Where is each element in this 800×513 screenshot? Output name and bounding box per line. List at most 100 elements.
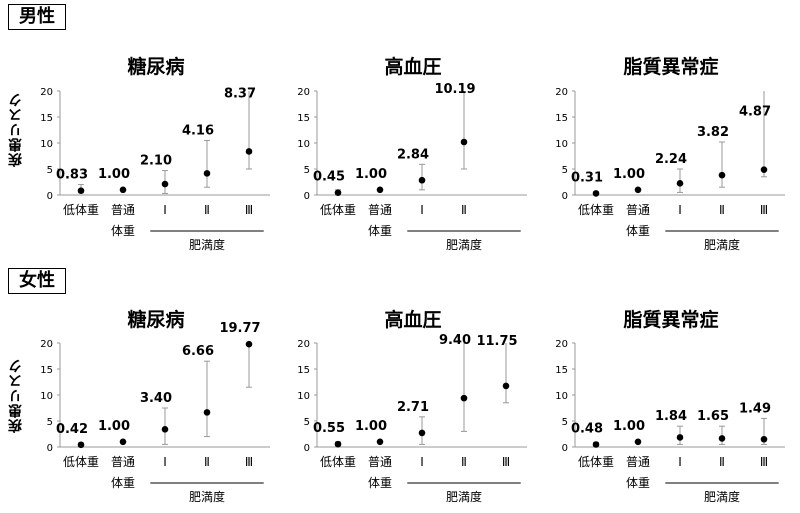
y-tick-label: 10	[297, 391, 310, 402]
y-tick-label: 0	[47, 191, 53, 202]
data-label: 2.10	[140, 154, 172, 169]
data-point	[502, 382, 510, 390]
x-tick-label: Ⅲ	[245, 203, 253, 217]
group-label: 肥満度	[704, 237, 740, 252]
x-tick-label: 低体重	[63, 455, 99, 469]
x-tick-label: 普通	[626, 203, 650, 217]
panel-title-male-diabetes: 糖尿病	[127, 56, 185, 78]
data-label: 2.84	[397, 147, 429, 162]
data-point	[760, 166, 768, 173]
x-tick-label: Ⅰ	[678, 455, 682, 469]
data-point	[203, 170, 211, 177]
y-tick-label: 0	[304, 191, 310, 202]
data-point	[718, 171, 726, 179]
data-point	[460, 138, 468, 146]
data-point	[334, 189, 342, 196]
data-point	[592, 441, 600, 448]
y-tick-label: 10	[40, 139, 53, 150]
x-tick-label: Ⅲ	[760, 455, 768, 469]
group-label: 肥満度	[704, 489, 740, 504]
x-tick-label: Ⅱ	[719, 455, 725, 469]
y-tick-label: 10	[555, 391, 568, 402]
data-point	[634, 438, 642, 446]
data-label: 0.45	[313, 170, 345, 185]
data-label: 1.00	[355, 167, 387, 182]
data-point	[77, 187, 85, 194]
y-tick-label: 5	[562, 417, 568, 428]
section-label-male: 男性	[8, 4, 66, 30]
group-label: 肥満度	[446, 237, 482, 252]
panel-title-female-dyslipidemia: 脂質異常症	[623, 309, 719, 331]
data-label: 1.84	[655, 409, 687, 424]
x-tick-label: 低体重	[578, 203, 614, 217]
data-label: 8.37	[224, 86, 256, 101]
x-tick-label: 普通	[626, 455, 650, 469]
data-label: 0.48	[571, 422, 603, 437]
data-point	[376, 186, 384, 194]
x-tick-label: Ⅱ	[461, 203, 467, 217]
y-tick-label: 0	[47, 443, 53, 454]
y-tick-label: 0	[304, 443, 310, 454]
group-label: 肥満度	[189, 489, 225, 504]
x-tick-label: 普通	[368, 455, 392, 469]
y-tick-label: 20	[297, 339, 310, 350]
data-point	[418, 429, 426, 437]
data-label: 19.77	[219, 321, 260, 336]
x-tick-label: 体重	[626, 476, 650, 490]
panel-title-female-hypertension: 高血圧	[384, 309, 442, 331]
data-point	[592, 190, 600, 197]
data-point	[460, 394, 468, 402]
data-label: 3.40	[140, 391, 172, 406]
group-label: 肥満度	[189, 237, 225, 252]
data-point	[376, 438, 384, 446]
data-point	[161, 426, 169, 433]
x-tick-label: 体重	[626, 224, 650, 238]
x-tick-label: 低体重	[578, 455, 614, 469]
data-label: 0.31	[571, 170, 603, 185]
x-tick-label: 体重	[111, 224, 135, 238]
group-label: 肥満度	[446, 489, 482, 504]
data-label: 0.83	[56, 168, 88, 183]
x-tick-label: Ⅰ	[163, 455, 167, 469]
x-tick-label: Ⅰ	[163, 203, 167, 217]
x-tick-label: 低体重	[63, 203, 99, 217]
data-label: 4.87	[739, 105, 771, 120]
x-tick-label: Ⅲ	[245, 455, 253, 469]
x-tick-label: Ⅰ	[420, 203, 424, 217]
y-tick-label: 5	[47, 417, 53, 428]
y-tick-label: 15	[555, 365, 568, 376]
data-label: 0.55	[313, 421, 345, 436]
data-label: 2.71	[397, 400, 429, 415]
x-tick-label: Ⅲ	[502, 455, 510, 469]
y-tick-label: 15	[40, 113, 53, 124]
data-label: 1.00	[98, 167, 130, 182]
data-label: 1.00	[613, 167, 645, 182]
data-label: 1.00	[613, 419, 645, 434]
y-tick-label: 15	[555, 113, 568, 124]
x-tick-label: Ⅰ	[420, 455, 424, 469]
x-tick-label: 体重	[111, 476, 135, 490]
x-tick-label: Ⅱ	[204, 203, 210, 217]
data-label: 4.16	[182, 123, 214, 138]
y-tick-label: 20	[297, 87, 310, 98]
panel-title-male-dyslipidemia: 脂質異常症	[623, 56, 719, 78]
y-tick-label: 20	[40, 87, 53, 98]
y-tick-label: 15	[297, 365, 310, 376]
data-label: 1.00	[355, 419, 387, 434]
y-tick-label: 5	[562, 165, 568, 176]
data-point	[760, 435, 768, 443]
data-point	[119, 186, 127, 194]
x-tick-label: 普通	[368, 203, 392, 217]
data-label: 1.49	[739, 401, 771, 416]
y-tick-label: 15	[40, 365, 53, 376]
y-tick-label: 5	[304, 417, 310, 428]
data-point	[676, 180, 684, 187]
data-point	[418, 176, 426, 184]
section-label-female: 女性	[8, 268, 66, 294]
data-label: 3.82	[697, 125, 729, 140]
data-label: 6.66	[182, 344, 214, 359]
